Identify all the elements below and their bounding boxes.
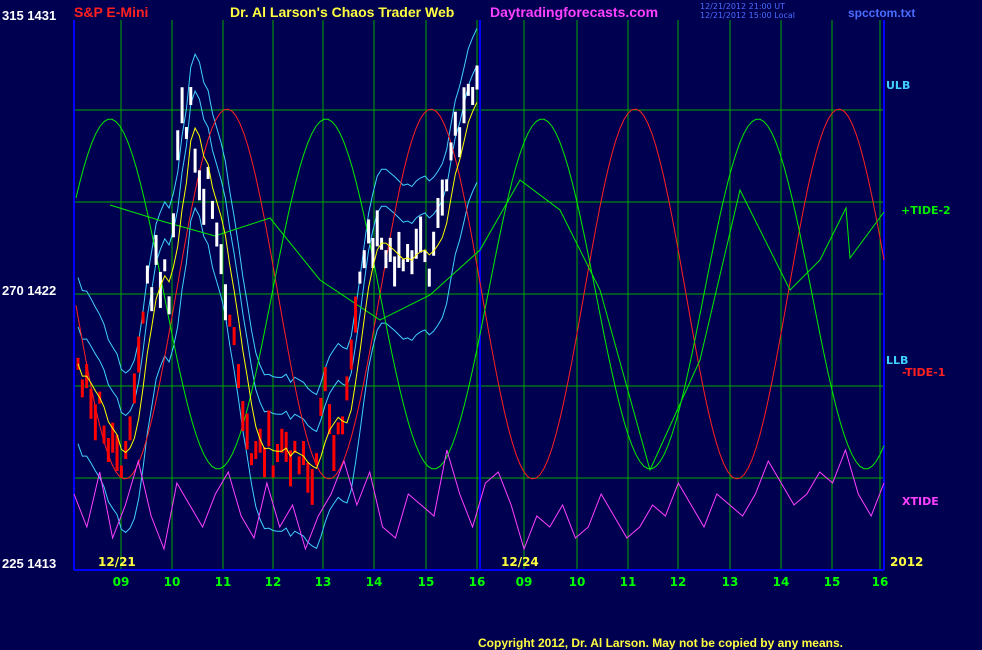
tide-plus-tail <box>109 179 885 472</box>
x-tick-label: 12 <box>264 575 282 589</box>
legend-ulb: ULB <box>886 79 911 92</box>
x-tick-label: 10 <box>163 575 181 589</box>
tide-minus-line <box>75 108 885 480</box>
x-tick-label: 11 <box>214 575 232 589</box>
x-tick-label: 14 <box>772 575 790 589</box>
x-tick-label: 09 <box>112 575 130 589</box>
legend-llb: LLB <box>886 354 909 367</box>
time-ut: 12/21/2012 21:00 UT <box>700 2 785 11</box>
site-link[interactable]: Daytradingforecasts.com <box>490 4 659 20</box>
y-label-bottom: 225 1413 <box>2 556 57 571</box>
tide-plus-line <box>75 118 885 470</box>
time-local: 12/21/2012 15:00 Local <box>700 11 795 20</box>
legend-xtide: XTIDE <box>902 495 939 508</box>
date-label-2: 12/24 <box>501 555 539 569</box>
x-tick-label: 13 <box>721 575 739 589</box>
date-label-year: 2012 <box>890 555 924 569</box>
x-tick-label: 13 <box>314 575 332 589</box>
inner-band-line <box>77 65 478 433</box>
xtide-line <box>73 448 885 551</box>
symbol-label: S&P E-Mini <box>74 4 149 20</box>
file-name: spcctom.txt <box>848 6 916 20</box>
moving-average-line <box>77 101 478 470</box>
lower-band-line <box>77 181 478 550</box>
date-label-1: 12/21 <box>98 555 136 569</box>
x-tick-label: 14 <box>365 575 383 589</box>
copyright-notice: Copyright 2012, Dr. Al Larson. May not b… <box>478 636 843 650</box>
x-tick-label: 15 <box>823 575 841 589</box>
legend-tide-minus: -TIDE-1 <box>902 366 946 379</box>
upper-band-line <box>77 28 478 396</box>
x-tick-label: 10 <box>568 575 586 589</box>
legend-tide-plus: +TIDE-2 <box>901 204 951 217</box>
x-tick-label: 16 <box>468 575 486 589</box>
x-tick-label: 15 <box>417 575 435 589</box>
x-tick-label: 09 <box>515 575 533 589</box>
chart-title: Dr. Al Larson's Chaos Trader Web <box>230 4 455 20</box>
y-label-top: 315 1431 <box>2 8 57 23</box>
x-tick-label: 12 <box>669 575 687 589</box>
x-tick-label: 11 <box>619 575 637 589</box>
x-tick-label: 16 <box>871 575 889 589</box>
y-label-mid: 270 1422 <box>2 283 57 298</box>
